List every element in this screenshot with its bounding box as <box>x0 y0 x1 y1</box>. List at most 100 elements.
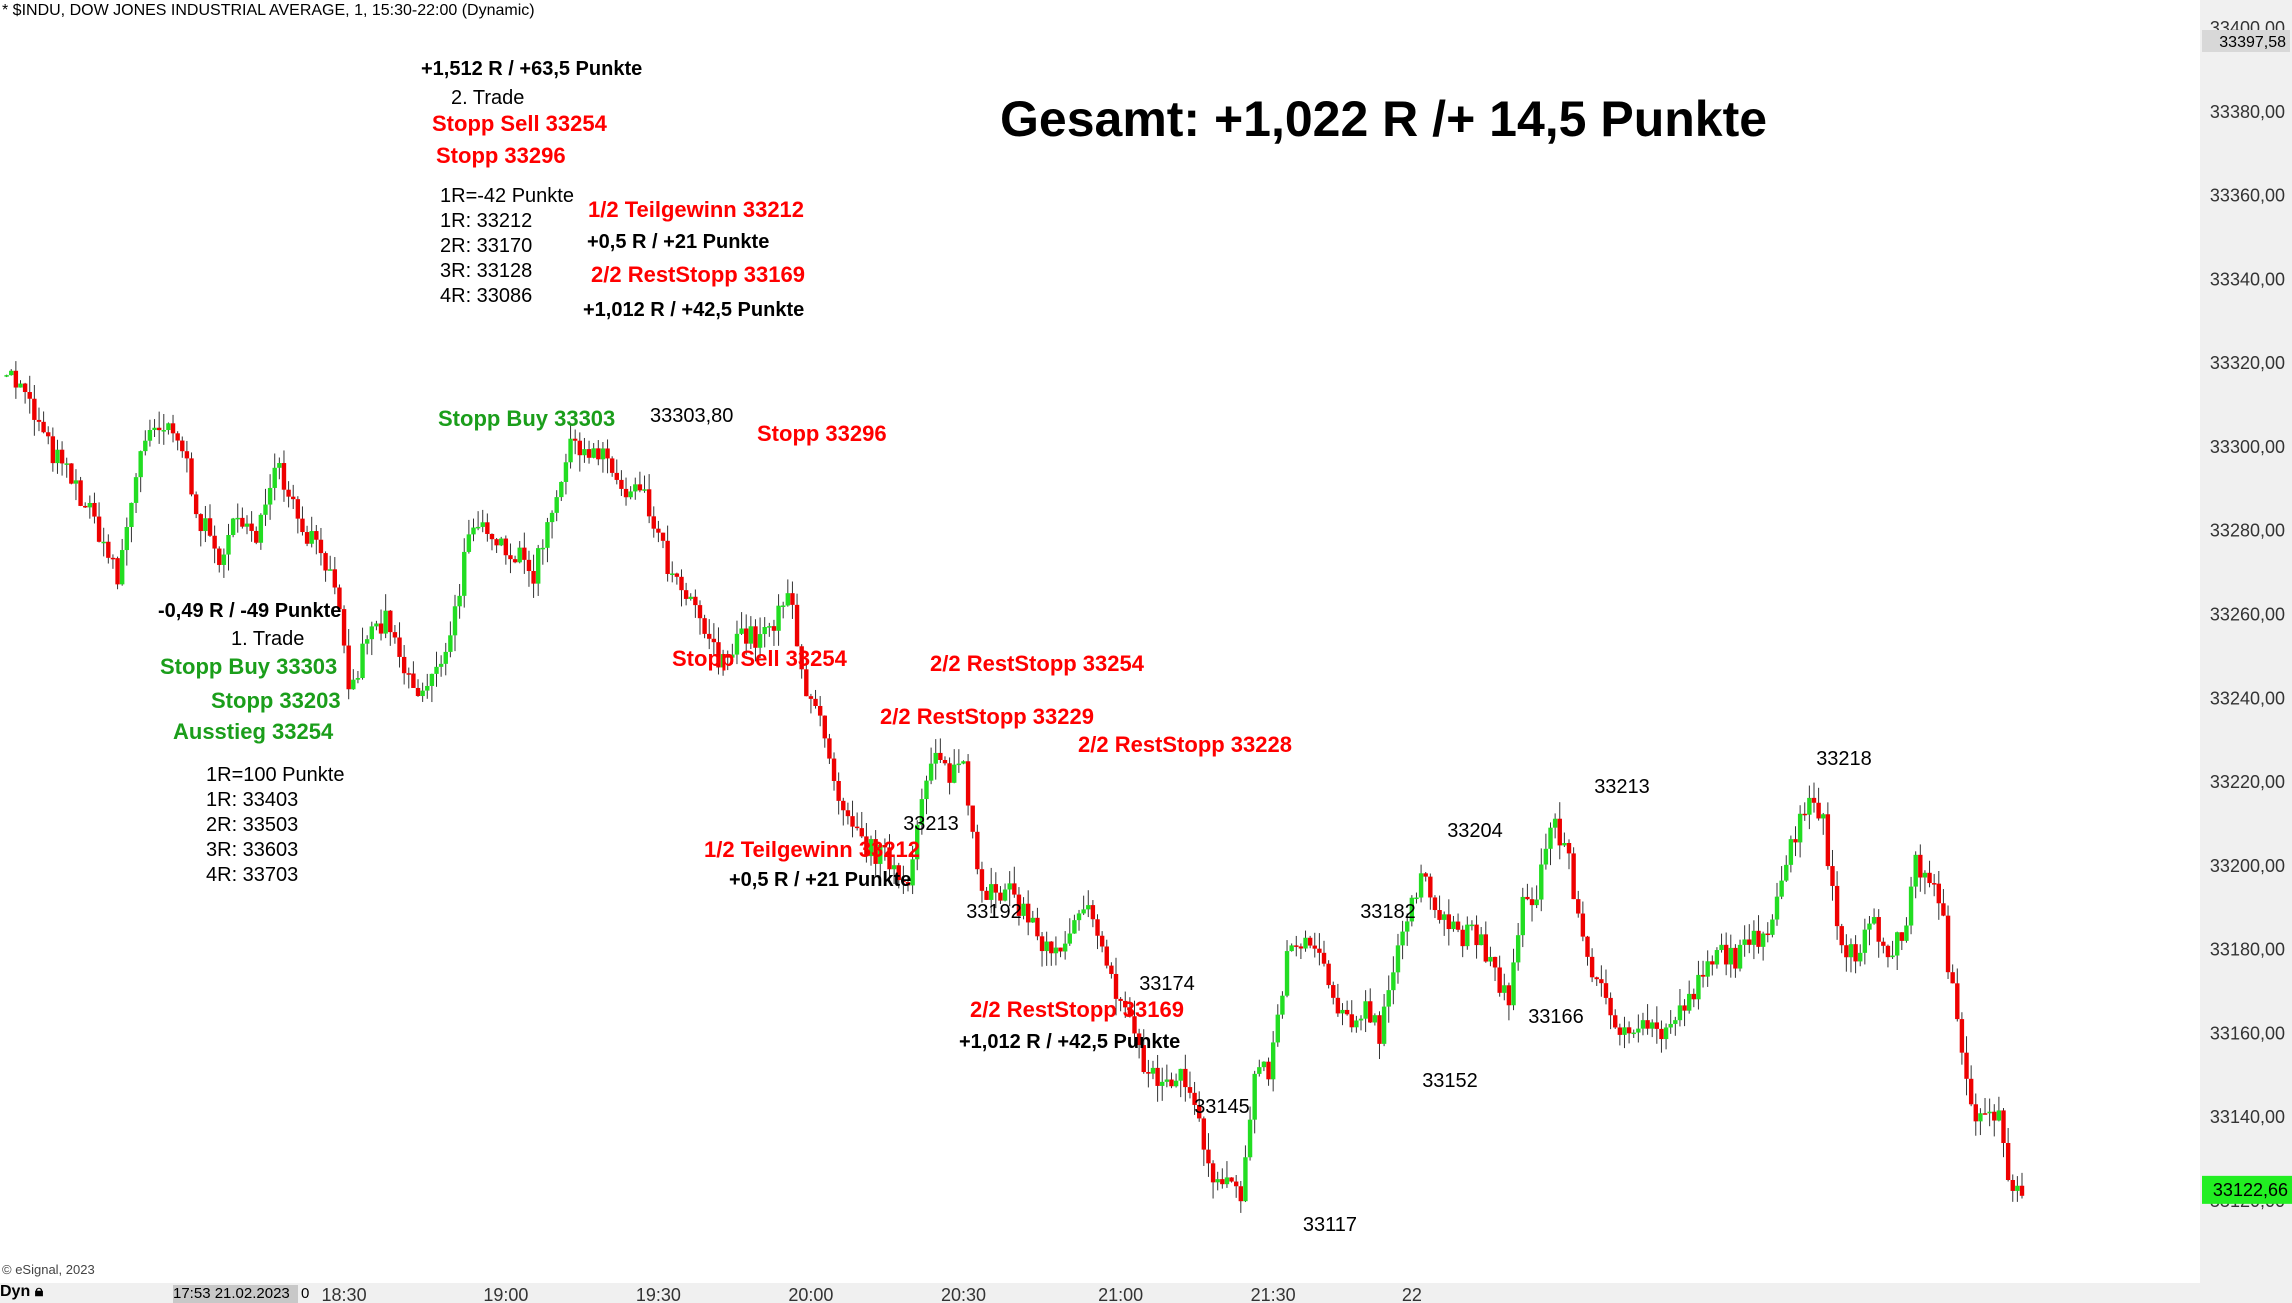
candle-down <box>1210 1163 1216 1183</box>
candle-down <box>1155 1067 1160 1086</box>
candle-down <box>693 596 698 606</box>
candle-up <box>1502 985 1507 993</box>
trade1-result: -0,49 R / -49 Punkte <box>158 600 342 622</box>
candle-down <box>46 432 51 437</box>
price-label: 33166 <box>1528 1006 1584 1028</box>
y-tick-label: 33380,00 <box>2210 102 2285 122</box>
candle-up <box>1164 1079 1170 1082</box>
candle-up <box>1386 990 1391 1007</box>
candle-down <box>651 516 656 529</box>
lock-icon[interactable]: 🔒︎ <box>34 1283 44 1300</box>
candle-up <box>1363 1001 1368 1019</box>
candle-up <box>1511 962 1516 1006</box>
candle-down <box>489 533 495 540</box>
candle-down <box>896 865 901 881</box>
candle-up <box>203 518 208 532</box>
candle-up <box>1640 1020 1646 1029</box>
price-label: 33213 <box>1594 776 1650 798</box>
y-axis: 33400,0033380,0033360,0033340,0033320,00… <box>2202 18 2292 1211</box>
candle-down <box>1733 947 1738 969</box>
candle-up <box>64 463 69 465</box>
candle-down <box>1945 915 1951 973</box>
x-axis: 18:30 19:00 19:30 20:00 20:30 21:00 21:30 22 <box>322 1285 1422 1303</box>
total-result: Gesamt: +1,022 R /+ 14,5 Punkte <box>1000 91 1768 147</box>
candle-up <box>1539 864 1544 900</box>
candle-down <box>78 480 83 506</box>
candle-down <box>1095 919 1100 936</box>
price-label: 33218 <box>1816 748 1872 770</box>
candle-up <box>1247 1119 1253 1158</box>
candle-up <box>143 440 148 452</box>
candle-up <box>517 547 522 563</box>
candle-down <box>1136 1033 1142 1046</box>
candle-up <box>425 685 430 691</box>
candle-up <box>600 448 606 460</box>
candle-down <box>1455 921 1461 930</box>
candle-up <box>73 480 79 484</box>
candle-down <box>1885 945 1891 958</box>
candle-up <box>1395 945 1401 973</box>
candle-up <box>230 518 236 535</box>
candle-down <box>887 847 892 870</box>
x-tick-label: 20:00 <box>788 1285 833 1303</box>
candle-down <box>771 626 777 631</box>
candle-down <box>1931 883 1937 885</box>
candle-up <box>1372 1015 1378 1023</box>
candle-up <box>226 534 231 555</box>
candle-down <box>938 752 943 760</box>
candle-down <box>725 654 730 658</box>
candle-up <box>1904 925 1909 941</box>
candle-up <box>1358 1018 1364 1021</box>
dyn-label[interactable]: Dyn 🔒︎ <box>0 1283 43 1301</box>
candle-down <box>1585 936 1590 957</box>
cursor-time-tail: 0 <box>301 1285 310 1302</box>
candle-down <box>318 539 324 554</box>
candle-down <box>1654 1022 1660 1029</box>
candle-up <box>1160 1081 1165 1086</box>
candle-down <box>850 816 855 827</box>
candle-down <box>249 523 254 531</box>
candle-down <box>1982 1113 1988 1115</box>
candle-up <box>1821 814 1826 819</box>
candle-up <box>1252 1073 1257 1120</box>
x-axis-panel[interactable] <box>0 1283 2200 1303</box>
x-tick-label: 19:30 <box>636 1285 681 1303</box>
candle-down <box>1899 932 1905 941</box>
candle-down <box>1344 1009 1350 1015</box>
candle-up <box>1908 886 1914 926</box>
candle-down <box>254 530 259 543</box>
candle-down <box>1321 952 1327 964</box>
candle-down <box>1825 814 1831 867</box>
y-tick-label: 33240,00 <box>2210 688 2285 708</box>
candle-down <box>1506 985 1512 1006</box>
candle-down <box>337 587 342 610</box>
candle-up <box>1858 952 1863 962</box>
candle-down <box>27 392 32 399</box>
candle-up <box>1894 932 1900 956</box>
y-axis-panel[interactable] <box>2200 0 2292 1303</box>
candle-down <box>1437 910 1442 920</box>
candle-down <box>281 463 287 490</box>
candle-up <box>559 481 564 498</box>
candle-down <box>609 458 615 473</box>
candle-down <box>304 532 310 544</box>
candle-up <box>1067 933 1072 944</box>
candle-up <box>369 626 374 640</box>
candle-down <box>2001 1110 2006 1144</box>
candle-up <box>1543 848 1549 865</box>
candle-up <box>591 448 596 458</box>
reststopp-33228: 2/2 RestStopp 33228 <box>1078 732 1292 757</box>
candle-down <box>1881 941 1886 946</box>
candle-down <box>217 548 222 565</box>
candle-up <box>1996 1110 2002 1121</box>
candle-down <box>295 499 301 519</box>
candle-down <box>1816 802 1821 819</box>
candle-down <box>485 522 490 534</box>
candle-down <box>1298 946 1304 949</box>
price-label: 33174 <box>1139 973 1195 995</box>
candle-up <box>1381 1006 1387 1044</box>
price-label: 33117 <box>1303 1214 1357 1236</box>
candle-up <box>1913 854 1918 887</box>
candle-down <box>36 419 42 422</box>
